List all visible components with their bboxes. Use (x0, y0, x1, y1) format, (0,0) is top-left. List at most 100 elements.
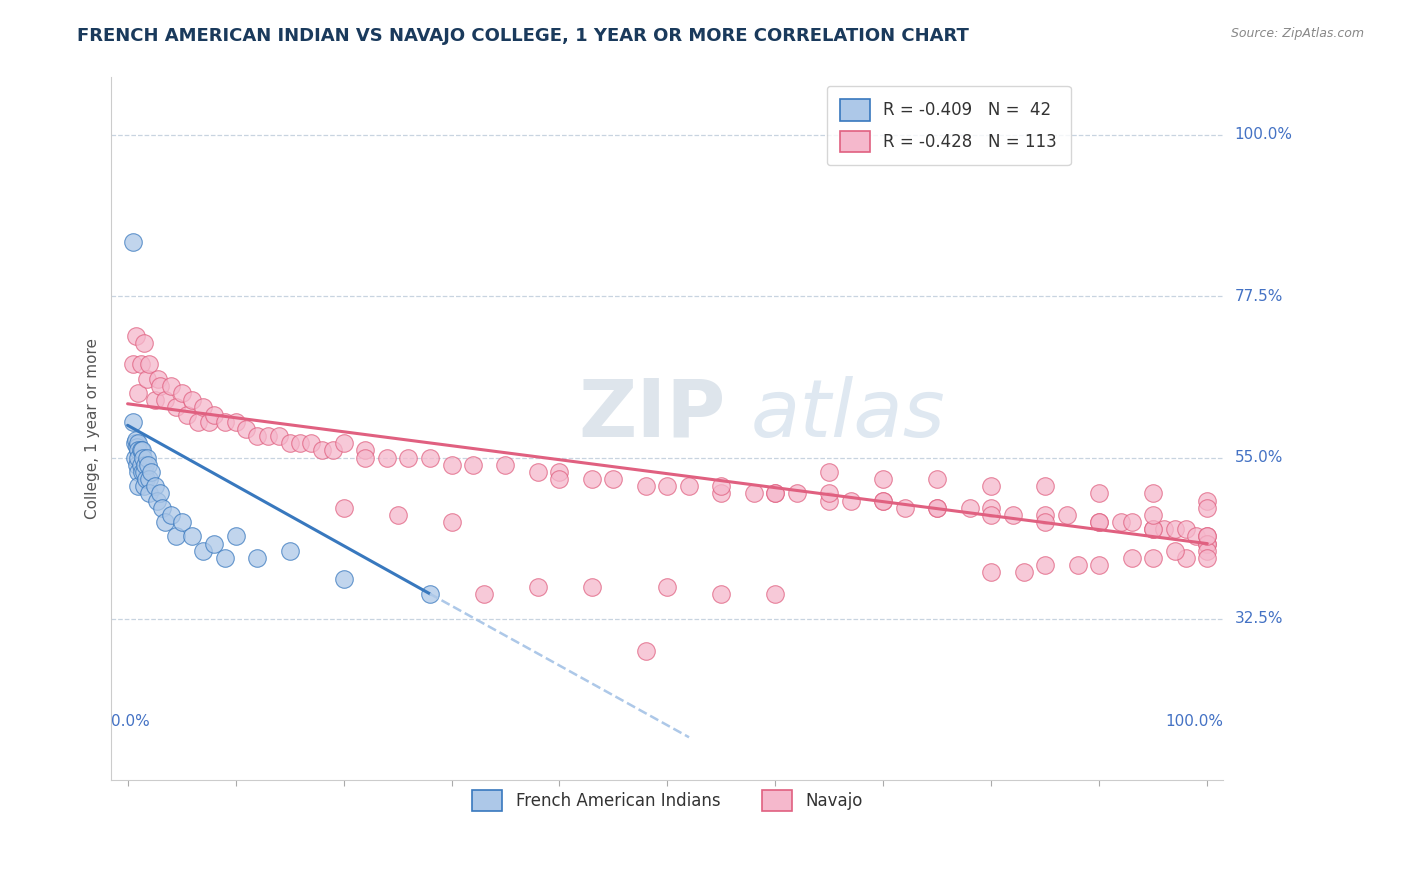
Point (127, 440, 149, 454)
Point (127, 443, 149, 458)
Point (170, 386, 193, 401)
Point (332, 573, 354, 587)
Point (127, 458, 149, 472)
Point (1088, 558, 1111, 573)
Point (872, 493, 894, 508)
Point (1197, 529, 1219, 543)
Point (122, 357, 145, 371)
Point (145, 493, 167, 508)
Point (1033, 515, 1056, 529)
Point (742, 486, 765, 500)
Point (235, 422, 257, 436)
Point (354, 443, 377, 458)
Text: atlas: atlas (751, 376, 946, 454)
Point (311, 443, 333, 458)
Point (710, 587, 733, 601)
Point (763, 587, 786, 601)
Text: 0.0%: 0.0% (111, 714, 150, 729)
Point (1088, 515, 1111, 529)
Point (290, 436, 312, 450)
Point (1142, 522, 1164, 536)
Point (257, 429, 280, 443)
Text: 55.0%: 55.0% (1234, 450, 1282, 465)
Point (657, 479, 679, 493)
Point (176, 408, 198, 422)
Point (818, 465, 841, 479)
Point (193, 543, 215, 558)
Point (927, 472, 949, 486)
Point (1197, 493, 1219, 508)
Point (1174, 522, 1197, 536)
Point (149, 486, 172, 500)
Point (187, 415, 209, 429)
Point (548, 472, 571, 486)
Point (1067, 558, 1090, 573)
Point (122, 415, 145, 429)
Point (1142, 522, 1164, 536)
Point (143, 479, 166, 493)
Point (419, 587, 441, 601)
Point (1142, 508, 1164, 522)
Point (246, 429, 269, 443)
Point (143, 393, 166, 408)
Point (246, 551, 269, 566)
Text: 32.5%: 32.5% (1234, 611, 1284, 626)
Point (1197, 536, 1219, 550)
Point (193, 401, 215, 415)
Text: 77.5%: 77.5% (1234, 289, 1282, 303)
Point (472, 587, 495, 601)
Point (132, 335, 155, 350)
Point (581, 580, 603, 594)
Point (214, 415, 236, 429)
Point (131, 465, 153, 479)
Point (122, 235, 145, 250)
Point (1185, 529, 1208, 543)
Point (129, 357, 152, 371)
Point (1088, 486, 1111, 500)
Point (354, 450, 377, 465)
Point (763, 486, 786, 500)
Point (657, 580, 679, 594)
Point (322, 443, 344, 458)
Point (548, 465, 571, 479)
Point (127, 465, 149, 479)
Point (980, 566, 1002, 580)
Point (634, 479, 657, 493)
Point (332, 500, 354, 515)
Point (332, 436, 354, 450)
Point (1142, 551, 1164, 566)
Point (581, 472, 603, 486)
Point (159, 508, 181, 522)
Point (134, 458, 156, 472)
Point (1153, 522, 1175, 536)
Point (872, 472, 894, 486)
Point (138, 486, 160, 500)
Point (214, 551, 236, 566)
Point (980, 508, 1002, 522)
Point (202, 408, 225, 422)
Point (1033, 508, 1056, 522)
Point (1088, 515, 1111, 529)
Point (127, 479, 149, 493)
Point (527, 465, 550, 479)
Point (495, 458, 517, 472)
Legend: French American Indians, Navajo: French American Indians, Navajo (458, 777, 876, 825)
Point (127, 450, 149, 465)
Point (146, 372, 169, 386)
Point (634, 644, 657, 658)
Point (135, 472, 157, 486)
Text: ZIP: ZIP (578, 376, 725, 454)
Point (1174, 551, 1197, 566)
Point (980, 500, 1002, 515)
Point (267, 429, 290, 443)
Point (602, 472, 624, 486)
Text: 100.0%: 100.0% (1234, 128, 1292, 143)
Text: 100.0%: 100.0% (1166, 714, 1223, 729)
Point (763, 486, 786, 500)
Point (299, 436, 322, 450)
Point (202, 536, 225, 550)
Point (165, 401, 187, 415)
Point (710, 486, 733, 500)
Point (138, 357, 160, 371)
Point (1142, 486, 1164, 500)
